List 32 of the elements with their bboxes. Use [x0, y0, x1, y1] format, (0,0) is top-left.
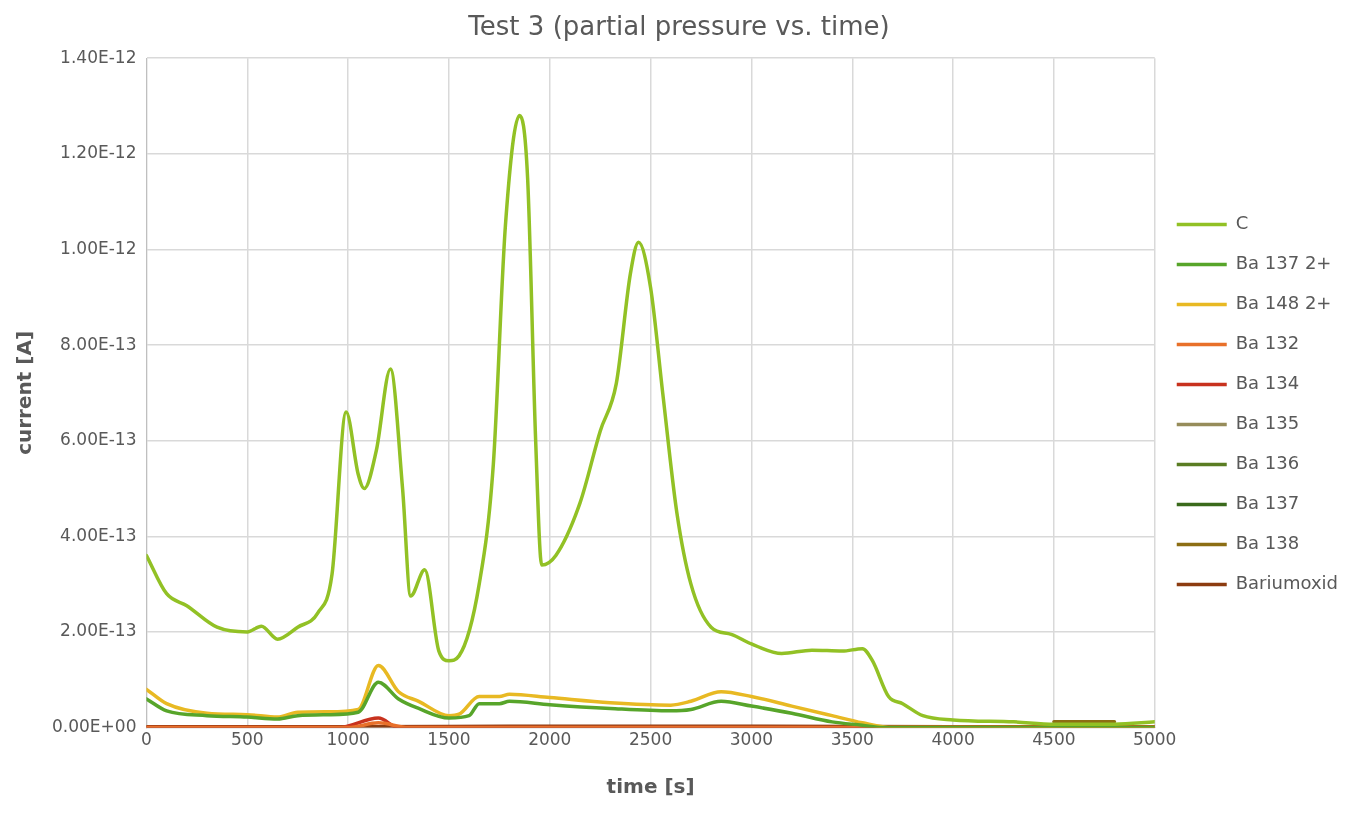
x-tick-label: 1500 [427, 729, 471, 750]
legend-label: Ba 134 [1235, 372, 1300, 394]
legend-label: Ba 148 2+ [1235, 292, 1332, 314]
y-tick-label: 6.00E-13 [60, 429, 137, 450]
x-tick-label: 2000 [528, 729, 572, 750]
legend-label: Ba 138 [1235, 532, 1300, 554]
x-tick-label: 4500 [1032, 729, 1076, 750]
legend-label: Ba 136 [1235, 452, 1300, 474]
x-tick-label: 500 [231, 729, 264, 750]
legend-label: Ba 132 [1235, 332, 1300, 354]
x-tick-label: 3500 [830, 729, 874, 750]
x-tick-label: 5000 [1133, 729, 1177, 750]
y-tick-label: 1.40E-12 [60, 46, 137, 67]
x-tick-label: 2500 [628, 729, 673, 750]
x-tick-label: 4000 [931, 729, 975, 750]
x-axis-title: time [s] [606, 774, 695, 799]
y-tick-label: 1.00E-12 [60, 237, 137, 258]
legend-label: Ba 137 2+ [1235, 252, 1332, 274]
legend-label: Ba 135 [1235, 412, 1300, 434]
y-tick-label: 8.00E-13 [60, 333, 137, 354]
x-tick-label: 1000 [326, 729, 370, 750]
y-tick-label: 4.00E-13 [60, 524, 137, 545]
chart-title: Test 3 (partial pressure vs. time) [467, 11, 890, 42]
y-tick-label: 0.00E+00 [52, 716, 137, 737]
legend-label: C [1235, 212, 1249, 234]
x-tick-label: 3000 [729, 729, 774, 750]
y-tick-label: 2.00E-13 [60, 620, 137, 641]
y-axis-title: current [A] [12, 330, 37, 455]
x-tick-label: 0 [141, 729, 152, 750]
y-tick-label: 1.20E-12 [60, 142, 137, 163]
legend-label: Bariumoxid [1235, 572, 1338, 594]
legend-label: Ba 137 [1235, 492, 1300, 514]
